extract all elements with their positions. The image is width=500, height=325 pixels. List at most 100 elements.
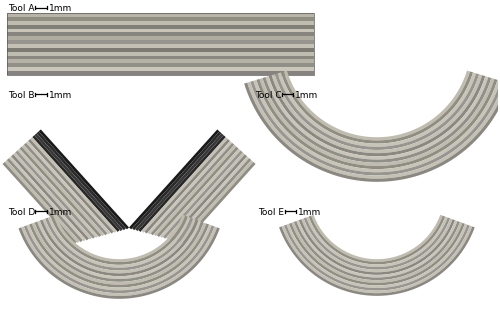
Polygon shape: [308, 216, 445, 265]
Polygon shape: [24, 226, 214, 293]
Text: Tool A: Tool A: [8, 4, 34, 13]
Polygon shape: [280, 72, 473, 144]
Polygon shape: [160, 149, 240, 238]
Text: 1mm: 1mm: [296, 91, 318, 100]
Polygon shape: [144, 139, 230, 234]
Text: Tool C: Tool C: [255, 91, 281, 100]
Polygon shape: [279, 227, 474, 296]
Polygon shape: [26, 141, 110, 234]
Polygon shape: [172, 156, 249, 241]
Polygon shape: [254, 80, 500, 172]
Polygon shape: [20, 147, 102, 237]
Polygon shape: [30, 137, 117, 233]
Bar: [7, 17, 314, 21]
Polygon shape: [40, 220, 198, 276]
Polygon shape: [26, 225, 212, 290]
Polygon shape: [294, 221, 460, 280]
Polygon shape: [278, 72, 476, 147]
Bar: [7, 13, 314, 75]
Polygon shape: [36, 131, 126, 230]
Text: Tool D: Tool D: [8, 208, 36, 216]
Bar: [7, 48, 314, 52]
Polygon shape: [157, 147, 238, 237]
Polygon shape: [304, 217, 450, 270]
Text: 1mm: 1mm: [48, 91, 72, 100]
Polygon shape: [7, 158, 82, 242]
Polygon shape: [22, 145, 104, 236]
Polygon shape: [289, 223, 465, 285]
Polygon shape: [132, 131, 222, 230]
Polygon shape: [2, 162, 76, 244]
Polygon shape: [272, 74, 482, 153]
Polygon shape: [13, 152, 92, 240]
Bar: [7, 13, 314, 17]
Polygon shape: [268, 75, 486, 156]
Text: Tool E: Tool E: [258, 208, 284, 216]
Polygon shape: [38, 129, 129, 229]
Bar: [7, 52, 314, 56]
Bar: [7, 63, 314, 67]
Text: 1mm: 1mm: [48, 208, 72, 216]
Bar: [7, 32, 314, 36]
Polygon shape: [286, 224, 468, 288]
Text: Tool B: Tool B: [8, 91, 34, 100]
Polygon shape: [42, 219, 196, 273]
Polygon shape: [32, 223, 206, 285]
Text: 1mm: 1mm: [48, 4, 72, 13]
Bar: [7, 25, 314, 29]
Polygon shape: [292, 222, 462, 283]
Polygon shape: [45, 218, 193, 270]
Polygon shape: [178, 160, 254, 243]
Polygon shape: [28, 139, 114, 234]
Polygon shape: [154, 145, 236, 236]
Polygon shape: [16, 150, 95, 239]
Bar: [7, 71, 314, 75]
Polygon shape: [37, 221, 201, 279]
Polygon shape: [9, 156, 86, 241]
Polygon shape: [129, 129, 220, 229]
Polygon shape: [32, 135, 120, 232]
Polygon shape: [50, 216, 188, 265]
Polygon shape: [150, 143, 234, 235]
Polygon shape: [11, 154, 89, 240]
Polygon shape: [169, 154, 247, 240]
Polygon shape: [148, 141, 232, 234]
Polygon shape: [176, 158, 252, 242]
Polygon shape: [266, 76, 488, 160]
Polygon shape: [301, 218, 452, 272]
Polygon shape: [34, 133, 123, 231]
Polygon shape: [244, 83, 500, 182]
Polygon shape: [299, 219, 455, 275]
Polygon shape: [311, 215, 442, 262]
Bar: [7, 36, 314, 40]
Polygon shape: [18, 227, 220, 299]
Polygon shape: [24, 143, 107, 235]
Polygon shape: [284, 71, 470, 140]
Polygon shape: [21, 227, 217, 296]
Polygon shape: [260, 78, 494, 166]
Polygon shape: [142, 137, 228, 233]
Bar: [7, 59, 314, 63]
Polygon shape: [18, 149, 98, 238]
Polygon shape: [48, 217, 191, 268]
Polygon shape: [53, 215, 185, 262]
Polygon shape: [250, 81, 500, 176]
Text: 1mm: 1mm: [298, 208, 322, 216]
Polygon shape: [182, 162, 256, 244]
Polygon shape: [4, 160, 80, 243]
Polygon shape: [296, 220, 458, 278]
Polygon shape: [262, 77, 492, 163]
Bar: [7, 29, 314, 32]
Polygon shape: [138, 135, 226, 232]
Polygon shape: [29, 224, 209, 288]
Polygon shape: [282, 226, 472, 293]
Bar: [7, 44, 314, 48]
Polygon shape: [274, 73, 479, 150]
Polygon shape: [163, 150, 243, 239]
Polygon shape: [34, 222, 204, 282]
Polygon shape: [306, 216, 448, 267]
Polygon shape: [135, 133, 224, 231]
Bar: [7, 56, 314, 59]
Polygon shape: [256, 79, 498, 169]
Bar: [7, 21, 314, 25]
